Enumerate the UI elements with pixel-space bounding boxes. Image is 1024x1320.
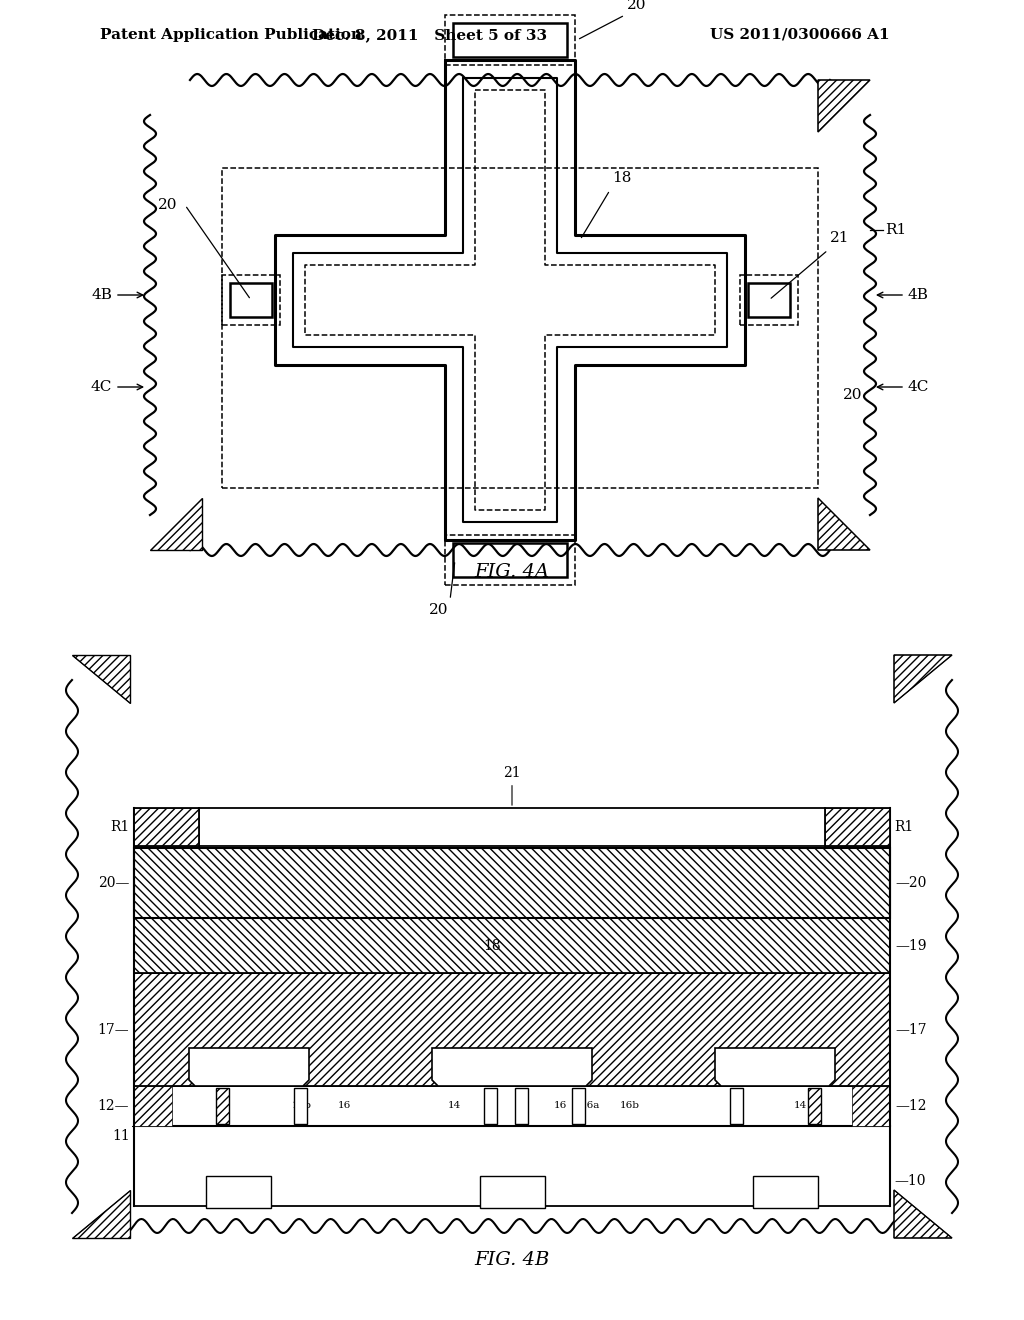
- Text: —17: —17: [895, 1023, 927, 1036]
- Text: 13: 13: [504, 1185, 520, 1199]
- Bar: [134, 917, 890, 973]
- Text: 20: 20: [627, 0, 646, 12]
- Text: R1: R1: [894, 820, 913, 834]
- Text: 4C: 4C: [908, 380, 930, 393]
- Bar: [216, 1088, 229, 1125]
- Text: 16: 16: [337, 1101, 350, 1110]
- Polygon shape: [894, 1191, 952, 1238]
- Bar: [825, 808, 890, 846]
- Bar: [572, 1088, 585, 1125]
- Bar: [222, 168, 818, 488]
- Text: 4B: 4B: [908, 288, 929, 302]
- Text: 12—: 12—: [97, 1100, 129, 1113]
- Bar: [206, 1176, 271, 1208]
- Bar: [825, 808, 890, 846]
- Polygon shape: [894, 655, 952, 704]
- Bar: [134, 973, 890, 1086]
- Text: 14: 14: [794, 1101, 807, 1110]
- Bar: [852, 1086, 890, 1126]
- Text: 14: 14: [217, 1101, 230, 1110]
- Bar: [134, 1126, 890, 1206]
- Bar: [150, 81, 870, 550]
- Text: 20—: 20—: [97, 876, 129, 890]
- Bar: [134, 1086, 172, 1126]
- Text: 20: 20: [158, 198, 177, 213]
- Text: 21: 21: [830, 231, 850, 246]
- Bar: [740, 275, 798, 325]
- Text: 14: 14: [447, 1101, 461, 1110]
- Text: 11: 11: [113, 1129, 130, 1143]
- Text: 16b: 16b: [292, 1101, 312, 1110]
- Text: 18: 18: [483, 939, 501, 953]
- Bar: [222, 275, 280, 325]
- Text: 4C: 4C: [91, 380, 112, 393]
- Text: 20: 20: [843, 388, 862, 403]
- Text: —10: —10: [894, 1173, 926, 1188]
- Text: US 2011/0300666 A1: US 2011/0300666 A1: [711, 28, 890, 42]
- Polygon shape: [818, 498, 870, 550]
- Bar: [445, 15, 575, 65]
- Polygon shape: [818, 81, 870, 132]
- Text: 13: 13: [777, 1185, 794, 1199]
- Bar: [294, 1088, 307, 1125]
- Polygon shape: [432, 1048, 592, 1086]
- Text: —19: —19: [895, 939, 927, 953]
- Text: 13: 13: [230, 1185, 247, 1199]
- Bar: [72, 655, 952, 1238]
- Text: 21: 21: [503, 766, 521, 805]
- Bar: [808, 1088, 821, 1125]
- Polygon shape: [72, 1191, 130, 1238]
- Text: FIG. 4B: FIG. 4B: [474, 1251, 550, 1269]
- Bar: [445, 535, 575, 585]
- Bar: [134, 847, 890, 917]
- Polygon shape: [715, 1048, 835, 1086]
- Text: R1: R1: [885, 223, 906, 238]
- Text: 16a: 16a: [581, 1101, 600, 1110]
- Polygon shape: [189, 1048, 309, 1086]
- Text: 4B: 4B: [91, 288, 112, 302]
- Polygon shape: [150, 498, 202, 550]
- Bar: [748, 282, 790, 317]
- Bar: [453, 543, 567, 577]
- Bar: [134, 808, 199, 846]
- Bar: [230, 282, 272, 317]
- Text: —12: —12: [895, 1100, 927, 1113]
- Text: 16b: 16b: [620, 1101, 640, 1110]
- Text: —20: —20: [895, 876, 927, 890]
- Text: 18: 18: [612, 172, 632, 185]
- Bar: [134, 973, 890, 1086]
- Bar: [479, 1176, 545, 1208]
- Text: 17—: 17—: [97, 1023, 129, 1036]
- Text: FIG. 4A: FIG. 4A: [474, 564, 550, 581]
- Text: Dec. 8, 2011   Sheet 5 of 33: Dec. 8, 2011 Sheet 5 of 33: [312, 28, 548, 42]
- Text: 15: 15: [515, 1101, 528, 1110]
- Bar: [134, 917, 890, 973]
- Bar: [134, 808, 199, 846]
- Bar: [453, 22, 567, 57]
- Bar: [484, 1088, 497, 1125]
- Text: 20: 20: [428, 603, 449, 616]
- Text: Patent Application Publication: Patent Application Publication: [100, 28, 362, 42]
- Polygon shape: [72, 655, 130, 704]
- Text: R1: R1: [111, 820, 130, 834]
- Bar: [753, 1176, 818, 1208]
- Bar: [515, 1088, 528, 1125]
- Bar: [730, 1088, 743, 1125]
- Bar: [134, 1086, 890, 1126]
- Text: 16: 16: [553, 1101, 566, 1110]
- Bar: [134, 847, 890, 917]
